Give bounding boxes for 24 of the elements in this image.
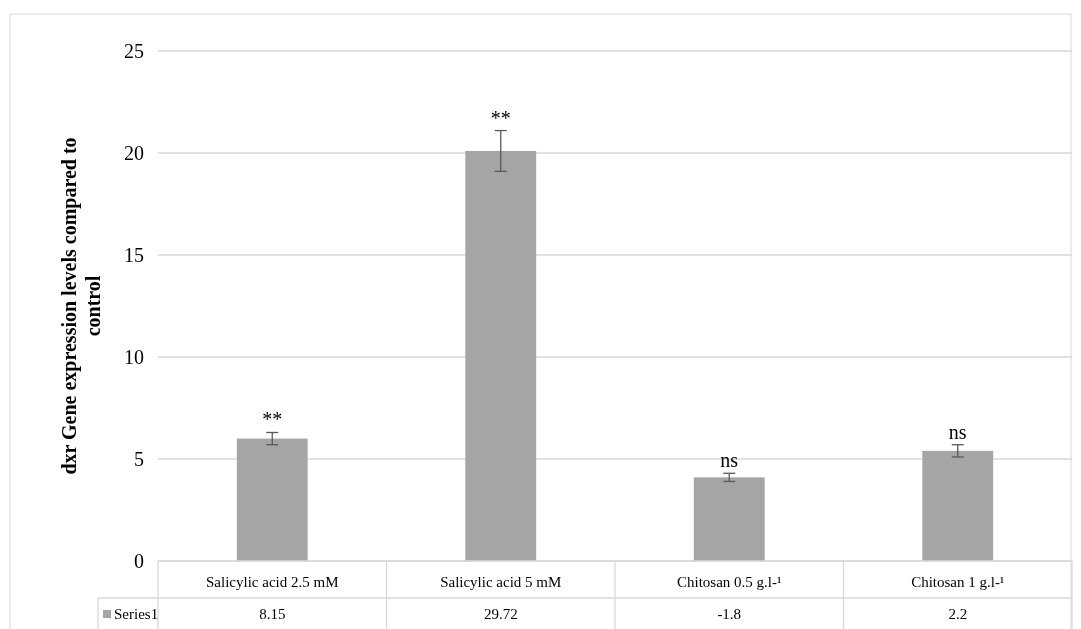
x-tick-label: Salicylic acid 5 mM (440, 574, 562, 591)
annotation: ns (948, 420, 967, 443)
y-axis-title: dxr Gene expression levels compared to control (58, 137, 104, 475)
annotation: ** (490, 106, 511, 129)
annotation: ** (262, 408, 283, 431)
annotation: ns (720, 449, 739, 472)
legend-label: Series1 (114, 606, 159, 623)
text: -1.8 (717, 606, 742, 623)
text: 29.72 (483, 606, 518, 623)
bar (693, 477, 765, 561)
text: 2.2 (948, 606, 968, 623)
text: 8.15 (259, 606, 286, 623)
y-tick-label: 20 (124, 142, 144, 164)
y-tick-label: 0 (134, 550, 144, 572)
bar (922, 450, 994, 561)
y-tick-label: 25 (124, 40, 144, 62)
bar (465, 150, 537, 561)
x-tick-label: Salicylic acid 2.5 mM (206, 574, 339, 591)
y-tick-label: 15 (124, 244, 144, 266)
y-tick-label: 10 (124, 346, 144, 368)
x-tick-label: Chitosan 0.5 g.l-¹ (677, 574, 782, 591)
bar (236, 438, 308, 561)
y-tick-label: 5 (134, 448, 144, 470)
x-tick-label: Chitosan 1 g.l-¹ (911, 574, 1005, 591)
